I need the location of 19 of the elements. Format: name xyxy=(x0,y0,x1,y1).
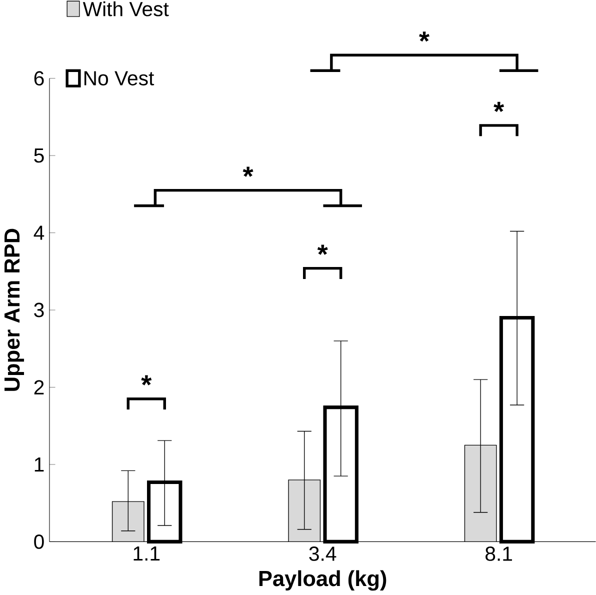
x-tick-label: 3.4 xyxy=(309,546,336,561)
legend-label: With Vest xyxy=(82,1,169,16)
x-axis-title: Payload (kg) xyxy=(259,570,386,591)
x-tick-label: 8.1 xyxy=(486,546,512,561)
y-tick-label: 0 xyxy=(34,534,44,549)
annotation: * xyxy=(494,102,504,112)
x-tick-label: 1.1 xyxy=(134,546,160,560)
y-tick-label: 2 xyxy=(34,380,44,394)
annotation: * xyxy=(242,166,254,177)
legend-label: No Vest xyxy=(84,71,154,86)
y-tick-label: 3 xyxy=(34,302,44,318)
y-axis-title: Upper Arm RPD xyxy=(4,228,24,391)
text: * xyxy=(419,31,430,42)
y-tick-label: 5 xyxy=(34,148,44,163)
y-tick-label: 6 xyxy=(34,71,44,86)
y-tick-label: 1 xyxy=(34,457,44,472)
annotation: * xyxy=(317,244,328,255)
y-tick-label: 4 xyxy=(34,226,44,240)
annotation: * xyxy=(141,375,152,386)
